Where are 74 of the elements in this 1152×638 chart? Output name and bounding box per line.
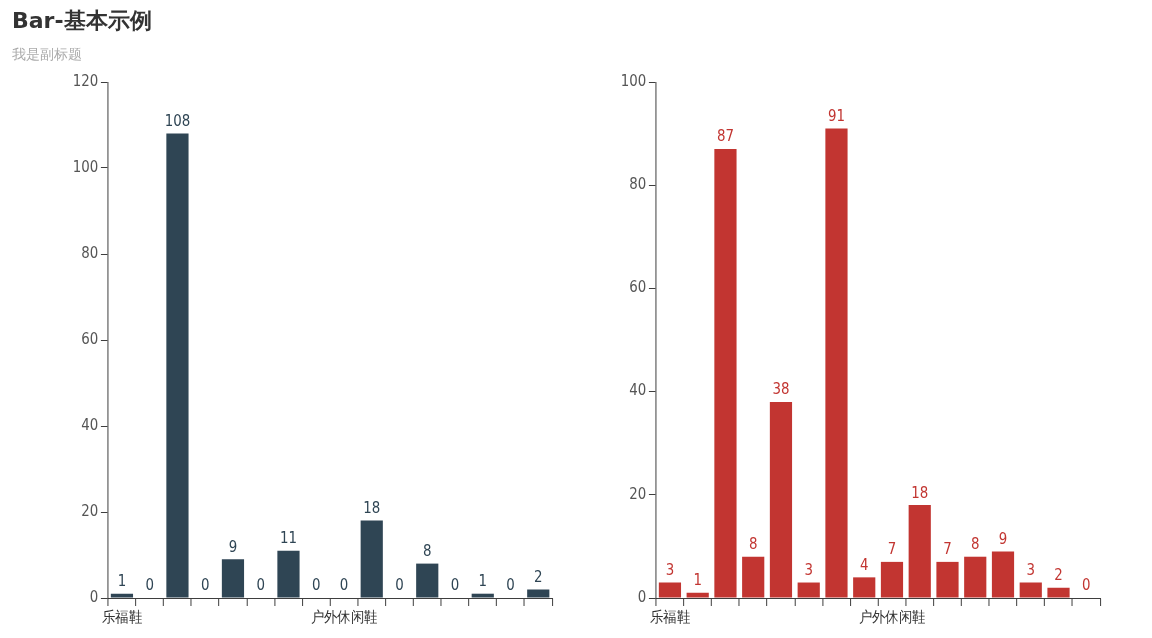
bar	[416, 563, 439, 598]
y-tick-label: 60	[81, 330, 99, 348]
data-label: 0	[200, 576, 210, 594]
bar	[797, 582, 820, 598]
x-tick-label: 乐福鞋	[650, 608, 690, 626]
bar	[277, 550, 300, 598]
y-tick-label: 40	[81, 416, 99, 434]
bar	[658, 582, 682, 598]
data-label: 87	[716, 127, 734, 145]
bar	[714, 149, 737, 598]
data-label: 9	[228, 537, 238, 555]
bar	[527, 589, 550, 598]
bar	[769, 401, 793, 598]
data-label: 18	[363, 499, 381, 517]
y-tick-label: 100	[620, 72, 647, 90]
bar	[471, 593, 494, 598]
chart-title: Bar-基本示例	[12, 7, 152, 35]
bar	[991, 551, 1015, 598]
data-label: 91	[827, 107, 845, 124]
bar	[686, 592, 709, 598]
data-label: 1	[117, 572, 127, 590]
bar	[880, 561, 904, 598]
bar	[825, 128, 848, 598]
bar	[853, 577, 876, 598]
chart-subtitle: 我是副标题	[12, 46, 82, 64]
bar	[360, 520, 383, 598]
data-label: 1	[478, 572, 488, 590]
data-label: 0	[1082, 576, 1091, 594]
bar	[964, 556, 987, 598]
y-tick-label: 40	[629, 381, 647, 399]
data-label: 7	[887, 540, 897, 558]
y-tick-label: 80	[629, 175, 647, 193]
x-tick-label: 乐福鞋	[102, 608, 142, 626]
data-label: 0	[256, 576, 265, 594]
bar	[110, 593, 134, 598]
data-label: 11	[279, 529, 297, 547]
x-tick-label: 户外休闲鞋	[859, 608, 925, 626]
data-label: 3	[804, 561, 813, 579]
data-label: 2	[534, 568, 543, 585]
data-label: 0	[145, 576, 154, 594]
data-label: 18	[911, 483, 929, 501]
data-label: 0	[506, 576, 515, 594]
data-label: 3	[665, 561, 675, 579]
data-label: 108	[164, 112, 191, 130]
bar	[908, 505, 931, 598]
data-label: 0	[450, 576, 460, 594]
data-label: 8	[422, 542, 432, 560]
data-label: 8	[970, 535, 980, 553]
data-label: 0	[339, 576, 349, 594]
data-label: 4	[859, 556, 869, 573]
y-tick-label: 20	[81, 502, 99, 520]
bar	[742, 556, 765, 598]
data-label: 7	[943, 540, 952, 558]
data-label: 1	[693, 571, 702, 589]
y-tick-label: 80	[81, 244, 99, 262]
bar	[1047, 587, 1070, 598]
y-tick-label: 0	[89, 588, 99, 606]
y-tick-label: 120	[72, 72, 99, 90]
data-label: 9	[998, 530, 1008, 548]
data-label: 38	[772, 380, 790, 398]
y-tick-label: 100	[72, 158, 99, 176]
bar	[936, 561, 959, 598]
y-tick-label: 60	[629, 278, 647, 296]
x-tick-label: 户外休闲鞋	[311, 608, 377, 626]
data-label: 0	[395, 576, 404, 594]
y-tick-label: 20	[629, 484, 647, 502]
y-tick-label: 0	[637, 588, 647, 606]
data-label: 8	[748, 535, 758, 553]
bar	[166, 133, 189, 598]
data-label: 3	[1026, 561, 1036, 579]
bar	[1019, 582, 1042, 598]
data-label: 2	[1054, 566, 1063, 584]
bar	[221, 559, 245, 598]
data-label: 0	[311, 576, 321, 594]
